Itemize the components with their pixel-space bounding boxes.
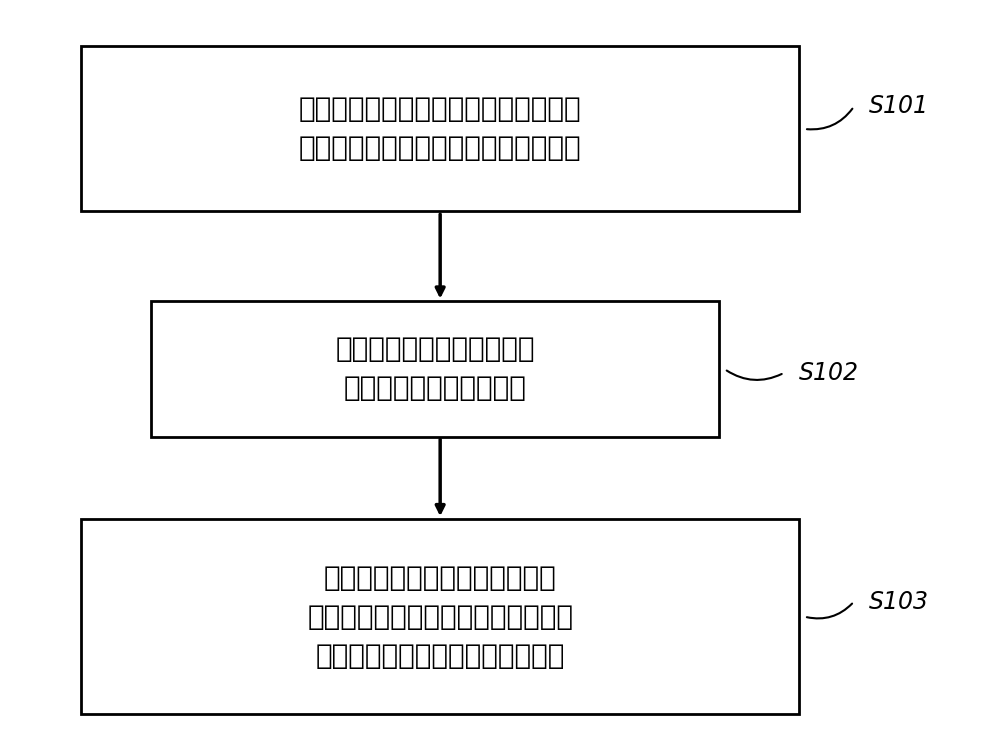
Text: 提取目标信号无意调相序列特征
，利用训练后的卷积网络模型进行在
线识别，得到辐射源个体识别结果: 提取目标信号无意调相序列特征 ，利用训练后的卷积网络模型进行在 线识别，得到辐射… [307, 563, 573, 669]
FancyBboxPatch shape [151, 301, 719, 437]
Text: S101: S101 [869, 94, 929, 118]
Text: 利用训练数据集对构建的卷
积网络模型进行离线训练: 利用训练数据集对构建的卷 积网络模型进行离线训练 [335, 336, 535, 403]
Text: S103: S103 [869, 590, 929, 614]
FancyBboxPatch shape [81, 519, 799, 714]
Text: S102: S102 [799, 361, 859, 385]
Text: 建立辐射源相位观测模型并获取无意调
相特征曲线，构建有标签的训练数据集: 建立辐射源相位观测模型并获取无意调 相特征曲线，构建有标签的训练数据集 [299, 96, 581, 163]
FancyBboxPatch shape [81, 47, 799, 212]
